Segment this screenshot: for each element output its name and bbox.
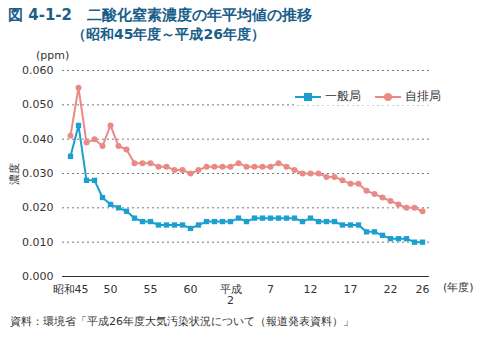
svg-text:濃度: 濃度 [8,163,21,185]
svg-text:0.060: 0.060 [22,64,54,77]
svg-text:50: 50 [104,283,118,296]
svg-text:0.030: 0.030 [22,167,54,180]
html-text:自排局: 自排局 [405,89,441,103]
svg-text:昭和45: 昭和45 [53,283,89,296]
svg-text:平成2: 平成2 [220,283,242,307]
svg-text:22: 22 [384,283,398,296]
html-text:一般局: 一般局 [325,89,361,103]
html-text:(ppm): (ppm) [36,49,70,62]
svg-text:0.000: 0.000 [22,270,54,283]
svg-text:17: 17 [344,283,358,296]
svg-text:0.010: 0.010 [22,236,54,249]
svg-text:12: 12 [304,283,318,296]
svg-text:60: 60 [184,283,198,296]
html-text:（昭和45年度～平成26年度）: （昭和45年度～平成26年度） [72,26,265,42]
html-text:図 4-1-2 二酸化窒素濃度の年平均値の推移: 図 4-1-2 二酸化窒素濃度の年平均値の推移 [8,6,312,24]
svg-text:0.020: 0.020 [22,201,54,214]
svg-text:7: 7 [267,283,274,296]
svg-text:0.050: 0.050 [22,98,54,111]
html-text:資料：環境省「平成26年度大気汚染状況について（報道発表資料: 資料：環境省「平成26年度大気汚染状況について（報道発表資料）」 [10,315,354,328]
svg-text:26: 26 [416,283,430,296]
svg-text:0.040: 0.040 [22,133,54,146]
svg-text:(年度): (年度) [443,281,474,294]
svg-text:55: 55 [144,283,158,296]
